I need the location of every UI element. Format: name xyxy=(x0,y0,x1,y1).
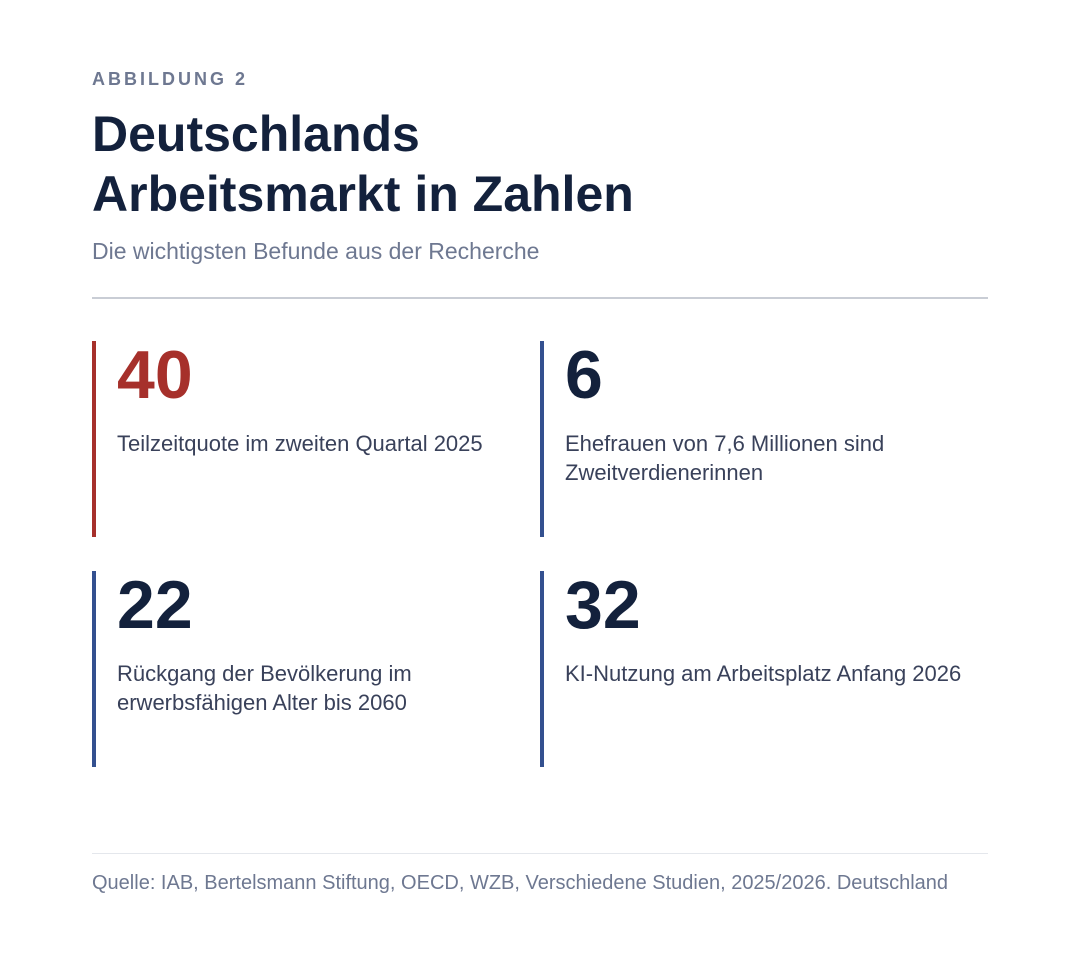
stat-card-bevoelkerung: 22 Rückgang der Bevölkerung im erwerbsfä… xyxy=(92,571,512,767)
stat-label: KI-Nutzung am Arbeitsplatz Anfang 2026 xyxy=(565,661,962,686)
stat-card-zweitverdienerinnen: 6 Ehefrauen von 7,6 Millionen sind Zweit… xyxy=(540,341,960,537)
stat-value: 22 xyxy=(117,567,193,643)
title-line-2: Arbeitsmarkt in Zahlen xyxy=(92,166,634,222)
stat-value: 40 xyxy=(117,337,193,413)
stat-label: Teilzeitquote im zweiten Quartal 2025 xyxy=(117,431,483,456)
stat-label: Rückgang der Bevölkerung im erwerbsfähig… xyxy=(117,661,412,715)
stat-value: 32 xyxy=(565,567,641,643)
stat-card-teilzeitquote: 40 Teilzeitquote im zweiten Quartal 2025 xyxy=(92,341,512,537)
stat-value: 6 xyxy=(565,337,603,413)
title-line-1: Deutschlands xyxy=(92,106,420,162)
page-subtitle: Die wichtigsten Befunde aus der Recherch… xyxy=(92,238,540,264)
stat-card-ki-nutzung: 32 KI-Nutzung am Arbeitsplatz Anfang 202… xyxy=(540,567,961,767)
footer-divider xyxy=(92,853,988,854)
source-note: Quelle: IAB, Bertelsmann Stiftung, OECD,… xyxy=(92,872,949,894)
header-divider xyxy=(92,297,988,299)
figure-kicker: ABBILDUNG 2 xyxy=(92,69,249,89)
stat-label: Ehefrauen von 7,6 Millionen sind Zweitve… xyxy=(565,431,885,485)
page-title: Deutschlands Arbeitsmarkt in Zahlen xyxy=(92,104,852,224)
